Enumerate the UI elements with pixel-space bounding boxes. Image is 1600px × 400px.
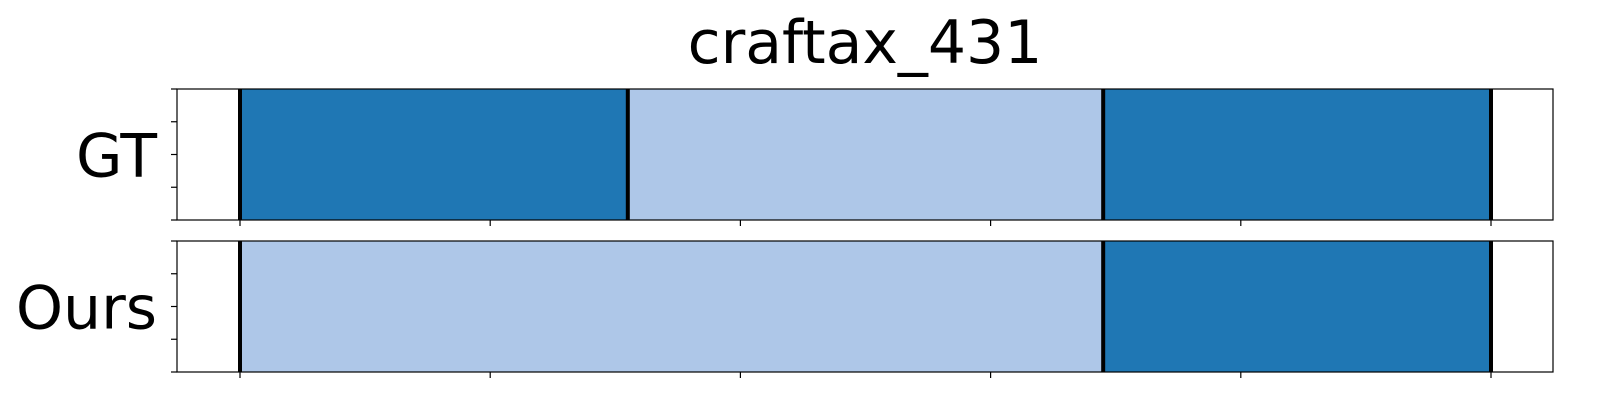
segment-dark — [240, 89, 628, 220]
segment-light — [627, 89, 1104, 220]
row-label: GT — [76, 122, 157, 192]
chart-rows: GT Ours — [16, 88, 1554, 378]
row-gt: GT — [76, 88, 1554, 226]
segment-light — [240, 241, 1104, 372]
chart-title: craftax_431 — [688, 8, 1043, 78]
row-ours: Ours — [16, 240, 1554, 378]
segment-dark — [1103, 241, 1491, 372]
row-label: Ours — [16, 274, 157, 344]
segment-dark — [1103, 89, 1491, 220]
